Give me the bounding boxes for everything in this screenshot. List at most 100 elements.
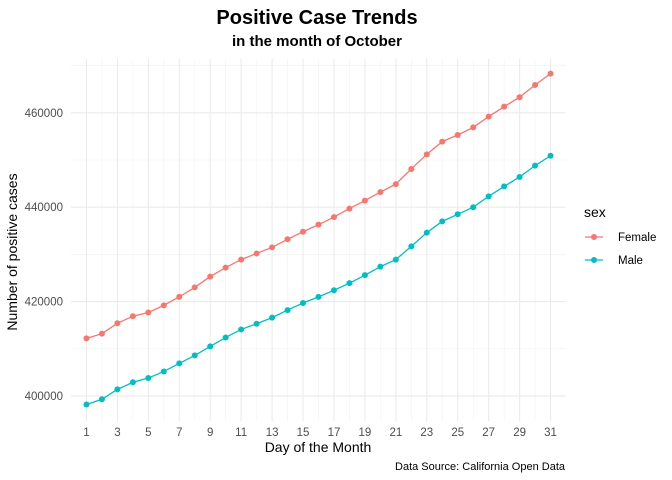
legend-item-female: Female <box>585 232 656 244</box>
legend: sex Female Male <box>584 204 656 267</box>
data-point-male <box>454 211 461 218</box>
data-point-female <box>269 244 276 251</box>
data-point-female <box>207 273 214 280</box>
legend-title: sex <box>584 204 606 220</box>
data-point-male <box>238 326 245 333</box>
chart-title: Positive Case Trends <box>216 7 417 29</box>
chart-subtitle: in the month of October <box>232 33 402 50</box>
x-axis-ticks: 1 3 5 7 9 11 13 15 17 19 21 23 25 27 29 31 <box>83 427 557 439</box>
x-tick-label: 27 <box>482 427 495 439</box>
minor-gridlines <box>71 59 566 421</box>
data-point-female <box>191 284 198 291</box>
data-point-female <box>176 293 183 300</box>
data-point-male <box>145 375 152 382</box>
data-point-male <box>547 152 554 159</box>
x-tick-label: 23 <box>420 427 433 439</box>
data-point-female <box>485 113 492 120</box>
data-point-male <box>315 293 322 300</box>
x-tick-label: 21 <box>389 427 402 439</box>
data-point-male <box>346 280 353 287</box>
data-point-male <box>516 173 523 180</box>
data-point-male <box>439 218 446 225</box>
data-point-female <box>470 124 477 131</box>
data-point-male <box>83 401 90 408</box>
data-point-male <box>269 314 276 321</box>
x-tick-label: 31 <box>544 427 557 439</box>
x-tick-label: 17 <box>328 427 341 439</box>
series-layer <box>83 70 554 408</box>
data-point-female <box>145 309 152 316</box>
data-point-female <box>377 189 384 196</box>
data-point-female <box>516 94 523 101</box>
data-point-male <box>470 204 477 211</box>
legend-label: Male <box>618 255 643 267</box>
data-point-male <box>330 287 337 294</box>
y-axis-ticks: 400000 420000 440000 460000 <box>25 108 63 403</box>
data-point-male <box>423 229 430 236</box>
legend-swatch-point <box>591 234 597 240</box>
data-point-female <box>129 313 136 320</box>
data-point-male <box>501 183 508 190</box>
data-point-male <box>361 272 368 279</box>
data-point-female <box>238 256 245 263</box>
data-point-female <box>532 81 539 88</box>
series-female <box>83 70 554 342</box>
data-point-female <box>392 181 399 188</box>
data-point-female <box>423 151 430 158</box>
y-tick-label: 460000 <box>25 108 63 120</box>
y-tick-label: 440000 <box>25 202 63 214</box>
legend-label: Female <box>618 232 656 244</box>
data-point-male <box>98 396 105 403</box>
legend-items: Female Male <box>585 232 656 267</box>
data-point-female <box>547 70 554 77</box>
data-point-female <box>330 214 337 221</box>
data-point-female <box>439 138 446 145</box>
x-tick-label: 7 <box>176 427 182 439</box>
data-point-male <box>377 263 384 270</box>
data-point-female <box>284 236 291 243</box>
x-tick-label: 19 <box>359 427 372 439</box>
legend-item-male: Male <box>585 255 643 267</box>
data-point-female <box>454 131 461 138</box>
data-point-female <box>346 205 353 212</box>
data-point-female <box>361 197 368 204</box>
data-point-male <box>222 334 229 341</box>
data-point-female <box>315 221 322 228</box>
data-point-female <box>408 165 415 172</box>
x-tick-label: 13 <box>266 427 279 439</box>
data-point-male <box>253 320 260 327</box>
x-tick-label: 29 <box>513 427 526 439</box>
data-point-male <box>532 162 539 169</box>
data-point-male <box>114 386 121 393</box>
y-axis-label: Number of positive cases <box>4 173 20 330</box>
data-point-female <box>253 250 260 257</box>
x-tick-label: 3 <box>114 427 120 439</box>
data-point-male <box>485 193 492 200</box>
data-point-male <box>408 243 415 250</box>
data-point-female <box>222 264 229 271</box>
x-tick-label: 5 <box>145 427 151 439</box>
chart-caption: Data Source: California Open Data <box>395 461 566 473</box>
data-point-male <box>191 352 198 359</box>
x-tick-label: 11 <box>235 427 247 439</box>
data-point-male <box>129 379 136 386</box>
x-tick-label: 9 <box>207 427 213 439</box>
x-tick-label: 15 <box>297 427 310 439</box>
data-point-female <box>160 302 167 309</box>
y-tick-label: 420000 <box>25 297 63 309</box>
x-axis-label: Day of the Month <box>265 439 372 455</box>
y-tick-label: 400000 <box>25 391 63 403</box>
data-point-male <box>300 300 307 307</box>
legend-swatch-point <box>591 257 597 263</box>
data-point-male <box>284 307 291 314</box>
data-point-male <box>160 368 167 375</box>
data-point-female <box>300 228 307 235</box>
x-tick-label: 25 <box>451 427 464 439</box>
data-point-female <box>114 320 121 327</box>
data-point-male <box>392 256 399 263</box>
data-point-male <box>207 343 214 350</box>
data-point-male <box>176 360 183 367</box>
data-point-female <box>83 335 90 342</box>
data-point-female <box>98 330 105 337</box>
